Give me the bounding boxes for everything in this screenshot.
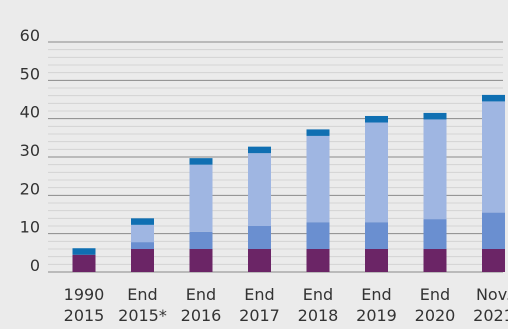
bar-segment-3 — [423, 119, 447, 220]
bar-segment-3 — [248, 153, 271, 226]
y-tick-label: 30 — [20, 141, 40, 160]
x-category-label: End 2018 — [298, 285, 339, 325]
bar-segment-2 — [131, 242, 154, 249]
bar-segment-2 — [482, 212, 505, 249]
bar-segment-4 — [248, 146, 271, 154]
bar-segment-4 — [72, 248, 96, 255]
x-category-label: End 2017 — [239, 285, 280, 325]
x-axis-categories: 1990 2015 End 2015* End 2016 End 2017 End 2018 End… — [64, 285, 508, 325]
y-tick-label: 60 — [20, 26, 40, 45]
bar-segment-2 — [423, 219, 447, 249]
bar-segment-2 — [365, 222, 388, 249]
bar-segment-4 — [482, 94, 505, 102]
x-category-label: End 2015* — [118, 285, 167, 325]
y-tick-label: 20 — [20, 179, 40, 198]
bar-segment-3 — [482, 101, 505, 213]
bar-segment-4 — [365, 115, 388, 123]
y-tick-label: 40 — [20, 103, 40, 122]
bar-segment-3 — [189, 164, 213, 232]
bar-segment-1 — [306, 249, 330, 272]
bar-segment-1 — [423, 249, 447, 272]
x-category-label: End 2019 — [356, 285, 397, 325]
y-tick-label: 50 — [20, 64, 40, 83]
bar-segment-1 — [248, 249, 271, 272]
bar-segment-4 — [189, 158, 213, 165]
y-tick-label: 0 — [30, 256, 40, 275]
x-category-label: Nov.2021 — [473, 285, 508, 325]
bar-segment-3 — [365, 122, 388, 223]
bar-segment-1 — [189, 249, 213, 272]
y-tick-label: 10 — [20, 218, 40, 237]
bar-segment-2 — [306, 222, 330, 249]
bar-segment-4 — [306, 129, 330, 136]
bar-segment-1 — [482, 249, 505, 272]
bar-segment-3 — [306, 135, 330, 223]
x-category-label: End 2016 — [181, 285, 222, 325]
bar-segment-2 — [189, 231, 213, 249]
bar-segment-1 — [131, 249, 154, 272]
x-category-label: 1990 2015 — [64, 285, 105, 325]
bar-segment-2 — [248, 226, 271, 249]
y-axis-ticks: 0 10 20 30 40 50 60 — [20, 26, 40, 275]
bar-segment-4 — [131, 218, 154, 225]
bar-segment-4 — [423, 112, 447, 120]
bar-segment-1 — [365, 249, 388, 272]
bars-layer — [72, 94, 505, 272]
bar-segment-1 — [72, 254, 96, 272]
bar-segment-3 — [131, 224, 154, 243]
x-category-label: End 2020 — [415, 285, 456, 325]
